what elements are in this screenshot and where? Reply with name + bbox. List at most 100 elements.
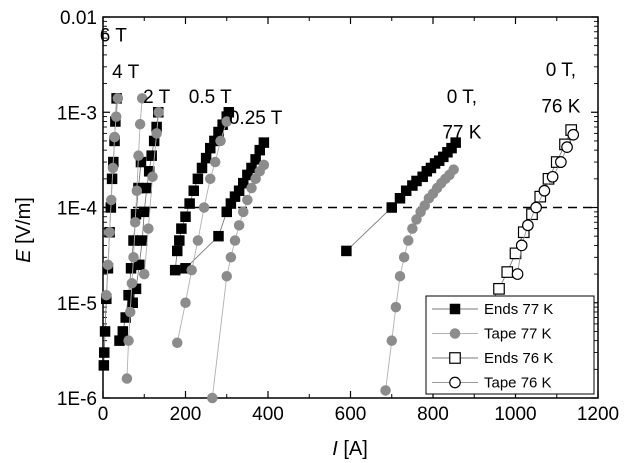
series-tape-77-k-point <box>112 93 124 104</box>
series-ends-77-k-point <box>213 126 224 138</box>
series-ends-77-k-point <box>139 206 150 218</box>
series-tape-77-k-point <box>221 116 232 127</box>
legend-marker <box>449 352 461 364</box>
series-ends-77-k-point <box>400 185 412 196</box>
series-ends-77-k-point <box>229 191 241 202</box>
series-tape-77-k-point <box>131 185 143 196</box>
x-tick-label: 200 <box>170 404 202 425</box>
legend-marker <box>449 303 461 315</box>
series-ends-77-k-point <box>169 264 181 276</box>
series-ends-77-k-point <box>446 142 457 154</box>
series-ends-77-k-point <box>123 289 134 301</box>
series-ends-77-k-point <box>213 230 224 242</box>
series-tape-77-k-point <box>134 118 146 130</box>
series-tape-77-k-point <box>221 270 232 282</box>
series-tape-77-k-point <box>233 220 245 231</box>
series-ends-77-k-point <box>250 154 261 165</box>
series-tape-77-k-point <box>128 252 139 263</box>
series-ends-77-k-point <box>98 347 110 358</box>
series-ends-77-k-point <box>125 263 137 274</box>
series-tape-77-k-point <box>106 194 117 206</box>
series-ends-77-k-point <box>223 107 235 118</box>
series-ends-77-k-point <box>225 198 237 209</box>
series-tape-77-k-point <box>104 226 115 238</box>
legend-marker <box>449 328 461 339</box>
series-tape-77-k-point <box>258 159 270 171</box>
series-tape-77-k-point <box>386 335 397 346</box>
series-ends-77-k-point <box>98 360 110 371</box>
series-ends-77-k-point <box>386 202 397 213</box>
series-tape-77-k-point <box>110 111 122 122</box>
series-tape-77-k-point <box>129 217 141 228</box>
series-tape-77-k-point <box>151 128 162 139</box>
annotation-label: 4 T <box>112 62 140 83</box>
series-tape-77-k-point <box>126 278 138 289</box>
series-tape-77-k-point <box>121 373 133 384</box>
series-tape-76-k-point <box>567 128 580 141</box>
series-tape-77-k-point <box>448 164 459 175</box>
series-ends-77-k-point <box>134 259 145 271</box>
series-tape-77-k-point <box>136 93 148 104</box>
y-tick-label: 1E-3 <box>57 103 97 124</box>
series-ends-77-k-point <box>174 235 185 246</box>
series-tape-77-k-point <box>205 173 216 185</box>
series-ends-77-k-point <box>258 137 270 148</box>
series-ends-77-k-point <box>411 175 422 187</box>
series-tape-77-k-line <box>126 98 143 379</box>
series-ends-77-k-point <box>120 312 131 323</box>
series-tape-77-k-point <box>398 252 410 263</box>
series-ends-77-k-point <box>205 142 216 154</box>
series-tape-77-k-point <box>380 385 391 396</box>
series-tape-77-k-point <box>172 337 183 349</box>
series-ends-77-k-point <box>238 177 249 189</box>
series-ends-77-k-point <box>130 283 142 295</box>
annotation-label: 76 K <box>541 96 580 117</box>
series-ends-77-k-point <box>341 245 352 257</box>
annotation-label: 2 T <box>143 87 171 108</box>
series-tape-77-k-point <box>407 223 418 234</box>
series-tape-77-k-point <box>109 131 120 143</box>
annotation-label: 0.5 T <box>189 87 232 108</box>
series-tape-77-k-point <box>139 268 150 280</box>
annotation-label: 77 K <box>442 123 481 144</box>
series-tape-76-k-point <box>522 219 534 232</box>
series-ends-77-k-point <box>127 297 138 308</box>
plot-area: 0 200 400 600 800 1000 1200 1E-6 1E-5 1E-4 1E-3 0.0… <box>57 8 619 425</box>
x-tick-label: 400 <box>252 404 284 425</box>
annotation-label: 6 T <box>100 26 128 47</box>
series-tape-77-k-point <box>238 206 249 218</box>
series-ends-77-k-point <box>128 235 139 246</box>
legend-label: Ends 77 K <box>484 301 553 318</box>
series-tape-77-k-point <box>192 235 204 246</box>
series-tape-77-k-point <box>153 107 164 118</box>
series-tape-77-k-point <box>143 223 154 234</box>
x-tick-label: 600 <box>335 404 367 425</box>
y-tick-label: 1E-4 <box>57 199 98 220</box>
annotation-label: 0 T, <box>447 87 477 108</box>
series-tape-76-k-point <box>530 201 542 214</box>
annotation-label: 0 T, <box>546 60 576 81</box>
series-ends-77-k-point <box>176 223 187 234</box>
series-ends-77-k-point <box>172 245 183 257</box>
series-tape-77-k-point <box>123 335 134 346</box>
series-ends-77-k-point <box>254 144 265 156</box>
series-tape-77-k-point <box>394 270 406 282</box>
series-tape-76-k-point <box>555 156 567 168</box>
legend-label: Tape 76 K <box>484 375 552 392</box>
series-tape-77-k-point <box>229 235 241 246</box>
series-tape-77-k-point <box>133 150 144 161</box>
x-tick-label: 800 <box>417 404 449 425</box>
series-tape-77-k-point <box>207 392 218 404</box>
series-ends-77-k-point <box>209 135 220 147</box>
series-tape-77-k-point <box>225 252 237 263</box>
series-tape-76-k-point <box>561 141 573 154</box>
series-ends-77-k-point <box>196 162 208 174</box>
x-axis-label: I [A] <box>332 438 368 460</box>
series-ends-77-k-point <box>143 166 155 177</box>
series-tape-77-k-point <box>147 171 158 183</box>
series-ends-77-k-point <box>192 173 204 185</box>
series-ends-77-k-point <box>394 193 406 204</box>
y-axis-label: E [V/m] <box>13 197 35 263</box>
legend-label: Ends 76 K <box>484 350 553 367</box>
